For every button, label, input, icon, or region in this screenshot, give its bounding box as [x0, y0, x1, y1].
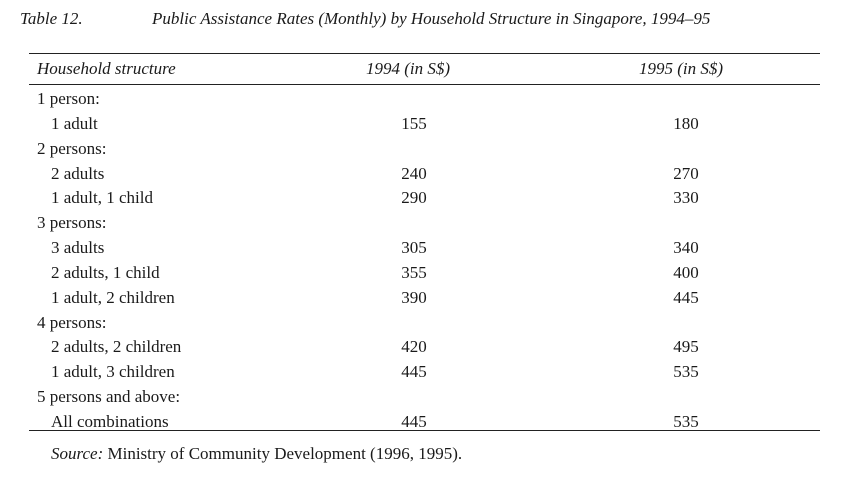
- cell-1994: 355: [401, 262, 427, 282]
- cell-1995: 495: [673, 337, 699, 357]
- row-label: 2 adults, 2 children: [51, 337, 182, 357]
- cell-1994: 445: [401, 362, 427, 382]
- group-label: 4 persons:: [37, 312, 107, 332]
- cell-1994: 240: [401, 163, 427, 183]
- table-group-row: 5 persons and above:: [0, 385, 847, 410]
- cell-1994: 290: [401, 188, 427, 208]
- row-label: 2 adults, 1 child: [51, 262, 160, 282]
- cell-1995: 330: [673, 188, 699, 208]
- cell-1994: 155: [401, 113, 427, 133]
- top-rule: [29, 53, 820, 54]
- table-row: 1 adult, 1 child 290 330: [0, 186, 847, 211]
- column-header-1995: 1995 (in S$): [639, 59, 724, 78]
- cell-1995: 445: [673, 287, 699, 307]
- row-label: 1 adult, 2 children: [51, 287, 175, 307]
- row-label: 1 adult, 3 children: [51, 362, 175, 382]
- table-row: 1 adult, 3 children 445 535: [0, 360, 847, 385]
- source-label: Source:: [51, 444, 104, 463]
- group-label: 3 persons:: [37, 213, 107, 233]
- column-header-1994: 1994 (in S$): [366, 59, 451, 78]
- table-row: 3 adults 305 340: [0, 236, 847, 261]
- cell-1994: 390: [401, 287, 427, 307]
- table-row: All combinations 445 535: [0, 410, 847, 435]
- row-label: 3 adults: [51, 238, 105, 258]
- table-body: 1 person: 1 adult 155 180 2 persons: 2 adults…: [0, 87, 847, 435]
- group-label: 2 persons:: [37, 138, 107, 158]
- cell-1995: 535: [673, 362, 699, 382]
- table-row: 1 adult, 2 children 390 445: [0, 286, 847, 311]
- row-label: 2 adults: [51, 163, 105, 183]
- cell-1994: 305: [401, 238, 427, 258]
- row-label: 1 adult, 1 child: [51, 188, 153, 208]
- column-header-household-structure: Household structure: [37, 59, 176, 78]
- table-group-row: 3 persons:: [0, 211, 847, 236]
- header-rule: [29, 84, 820, 85]
- table-title: Public Assistance Rates (Monthly) by Hou…: [152, 9, 711, 28]
- cell-1995: 535: [673, 411, 699, 431]
- cell-1994: 445: [401, 411, 427, 431]
- row-label: All combinations: [51, 411, 169, 431]
- cell-1995: 270: [673, 163, 699, 183]
- source-text: Ministry of Community Development (1996,…: [103, 444, 463, 463]
- group-label: 5 persons and above:: [37, 387, 181, 407]
- cell-1994: 420: [401, 337, 427, 357]
- table-group-row: 4 persons:: [0, 311, 847, 336]
- table-row: 2 adults 240 270: [0, 162, 847, 187]
- table-row: 2 adults, 1 child 355 400: [0, 261, 847, 286]
- cell-1995: 180: [673, 113, 699, 133]
- row-label: 1 adult: [51, 113, 98, 133]
- table-group-row: 2 persons:: [0, 137, 847, 162]
- cell-1995: 340: [673, 238, 699, 258]
- table-row: 1 adult 155 180: [0, 112, 847, 137]
- source-note: Source: Ministry of Community Developmen…: [51, 444, 462, 464]
- bottom-rule: [29, 430, 820, 431]
- group-label: 1 person:: [37, 89, 100, 108]
- table-number: Table 12.: [20, 9, 83, 28]
- table-row: 2 adults, 2 children 420 495: [0, 335, 847, 360]
- table-group-row: 1 person:: [0, 87, 847, 112]
- cell-1995: 400: [673, 262, 699, 282]
